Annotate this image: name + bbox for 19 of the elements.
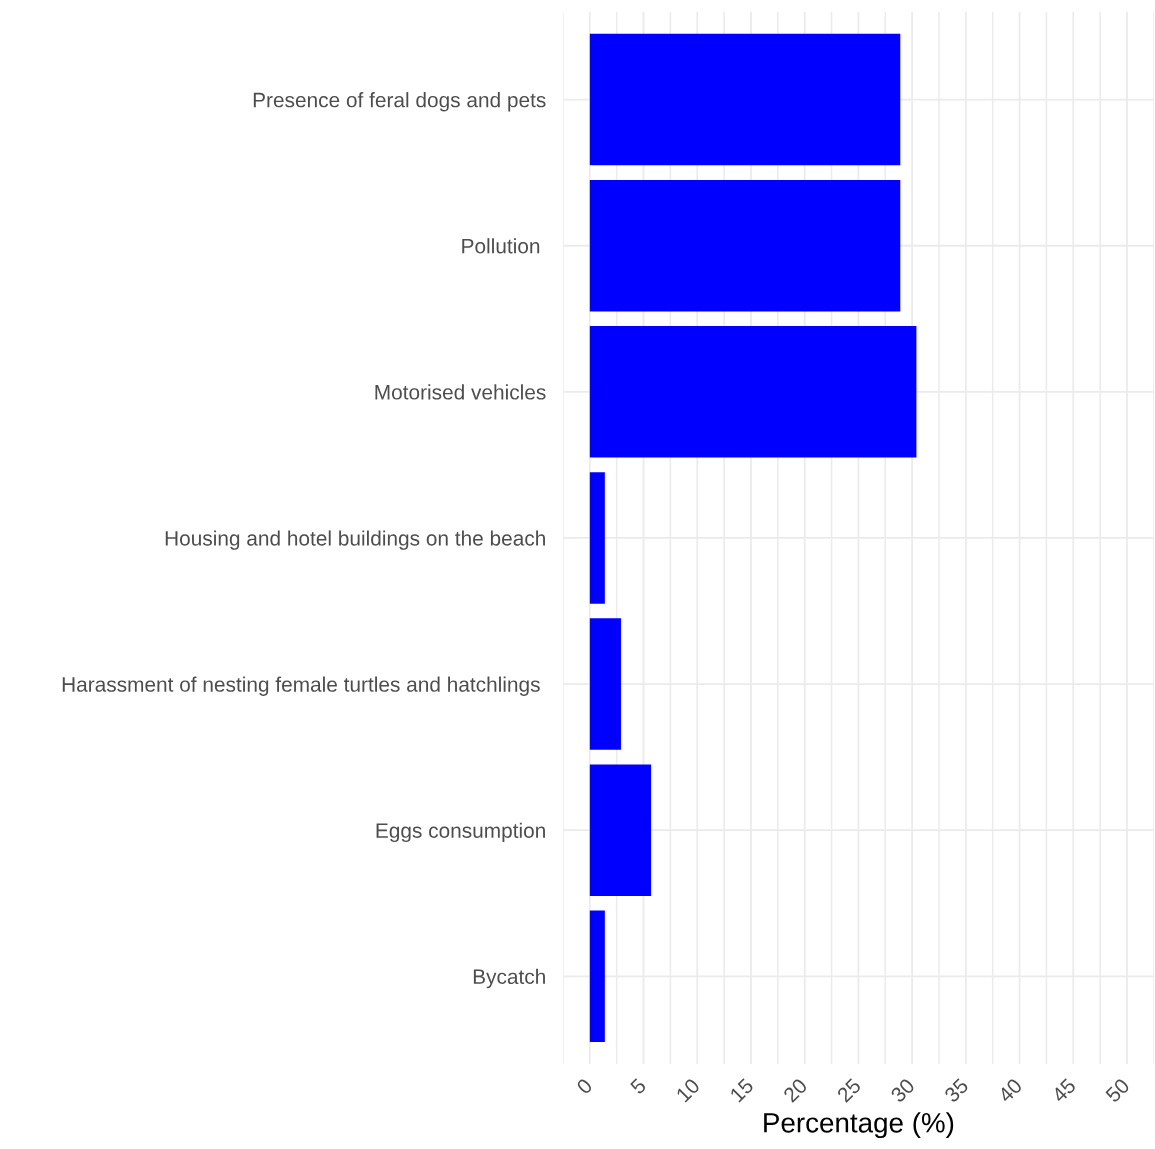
y-tick-label: Bycatch (473, 968, 545, 989)
x-tick-label: 0 (575, 1077, 594, 1095)
x-tick-label: 5 (629, 1077, 647, 1095)
x-tick-label: 20 (782, 1077, 809, 1104)
x-tick-label: 50 (1104, 1077, 1131, 1104)
x-tick-label: 45 (1050, 1077, 1077, 1104)
y-tick-label: Harassment of nesting female turtles and hatchlings (62, 676, 540, 696)
x-tick-label: 25 (836, 1077, 862, 1104)
y-tick-label: Eggs consumption (376, 822, 545, 843)
y-tick-label: Pollution (462, 238, 540, 254)
x-tick-label: 40 (997, 1077, 1023, 1104)
y-tick-label: Presence of feral dogs and pets (253, 92, 546, 112)
y-tick-label: Housing and hotel buildings on the beach (165, 530, 545, 550)
x-tick-label: 10 (675, 1077, 701, 1103)
x-tick-label: 30 (889, 1077, 916, 1104)
x-tick-label: 15 (729, 1077, 755, 1103)
x-axis-title: Percentage (%) (764, 1112, 954, 1139)
x-tick-label: 35 (943, 1077, 970, 1104)
y-tick-label: Motorised vehicles (375, 384, 546, 400)
